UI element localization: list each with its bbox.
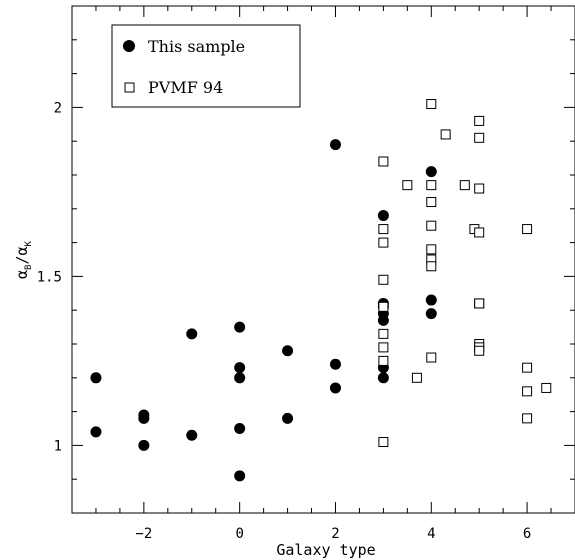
legend-marker-pvmf94	[124, 82, 135, 93]
data-point-pvmf94	[378, 156, 389, 167]
data-point-pvmf94	[378, 437, 389, 448]
data-point-this-sample	[282, 412, 294, 424]
plot-frame	[71, 5, 575, 514]
data-point-pvmf94	[378, 301, 389, 312]
legend-marker-this-sample	[123, 40, 135, 52]
data-point-this-sample	[329, 358, 341, 370]
data-point-this-sample	[234, 321, 246, 333]
x-tick-labels: −2 0 2 4 6	[135, 526, 531, 542]
axis-ticks	[72, 6, 575, 513]
data-point-this-sample	[377, 210, 389, 222]
data-point-pvmf94	[474, 298, 485, 309]
data-point-pvmf94	[474, 345, 485, 356]
data-point-this-sample	[138, 439, 150, 451]
y-title-sub-k: K	[24, 240, 34, 246]
data-point-pvmf94	[378, 237, 389, 248]
y-title-slash: /	[13, 255, 31, 264]
data-point-this-sample	[234, 362, 246, 374]
legend-label-this-sample: This sample	[148, 37, 245, 56]
data-point-pvmf94	[378, 355, 389, 366]
data-point-pvmf94	[474, 115, 485, 126]
data-point-pvmf94	[426, 99, 437, 110]
data-point-pvmf94	[378, 224, 389, 235]
data-point-pvmf94	[411, 372, 422, 383]
data-point-this-sample	[90, 426, 102, 438]
data-point-pvmf94	[426, 261, 437, 272]
data-point-pvmf94	[378, 274, 389, 285]
data-point-this-sample	[234, 470, 246, 482]
data-point-this-sample	[186, 328, 198, 340]
data-point-pvmf94	[426, 244, 437, 255]
data-point-this-sample	[234, 423, 246, 434]
data-point-this-sample	[186, 429, 198, 441]
data-points	[90, 99, 552, 482]
data-point-this-sample	[425, 166, 437, 178]
data-point-pvmf94	[402, 180, 413, 191]
x-tick-label: −2	[135, 526, 152, 542]
data-point-pvmf94	[426, 180, 437, 191]
data-point-pvmf94	[440, 129, 451, 140]
data-point-pvmf94	[426, 352, 437, 363]
data-point-this-sample	[282, 345, 294, 357]
y-axis-title: αB/αK	[13, 240, 34, 279]
data-point-pvmf94	[522, 413, 533, 424]
data-point-this-sample	[425, 308, 437, 320]
y-tick-label: 2	[54, 100, 62, 116]
data-point-pvmf94	[522, 386, 533, 397]
data-point-this-sample	[90, 372, 102, 384]
data-point-pvmf94	[459, 180, 470, 191]
x-tick-label: 0	[235, 526, 243, 542]
legend-label-pvmf94: PVMF 94	[148, 78, 223, 97]
y-title-alpha-2: α	[13, 246, 31, 255]
data-point-pvmf94	[541, 382, 552, 393]
data-point-pvmf94	[522, 362, 533, 373]
data-point-this-sample	[329, 139, 341, 151]
data-point-pvmf94	[474, 183, 485, 194]
y-tick-labels: 11.52	[37, 100, 62, 454]
legend: This sample PVMF 94	[111, 24, 301, 108]
svg-text:αB/αK: αB/αK	[13, 240, 34, 279]
data-point-pvmf94	[426, 220, 437, 231]
data-point-pvmf94	[378, 328, 389, 339]
x-axis-title: Galaxy type	[276, 541, 375, 559]
x-tick-label: 2	[331, 526, 339, 542]
y-tick-label: 1	[54, 438, 62, 454]
data-point-this-sample	[377, 314, 389, 326]
data-point-this-sample	[138, 412, 150, 424]
data-point-pvmf94	[474, 227, 485, 238]
data-point-this-sample	[234, 372, 246, 384]
x-tick-label: 4	[427, 526, 435, 542]
data-point-pvmf94	[426, 197, 437, 208]
y-tick-label: 1.5	[37, 269, 62, 285]
data-point-pvmf94	[378, 342, 389, 353]
data-point-this-sample	[329, 382, 341, 394]
y-title-sub-b: B	[24, 265, 34, 270]
data-point-this-sample	[425, 294, 437, 306]
legend-box	[111, 24, 301, 108]
data-point-pvmf94	[522, 224, 533, 235]
data-point-pvmf94	[474, 132, 485, 143]
y-title-alpha-1: α	[13, 270, 31, 279]
x-tick-label: 6	[523, 526, 531, 542]
data-point-this-sample	[377, 372, 389, 384]
